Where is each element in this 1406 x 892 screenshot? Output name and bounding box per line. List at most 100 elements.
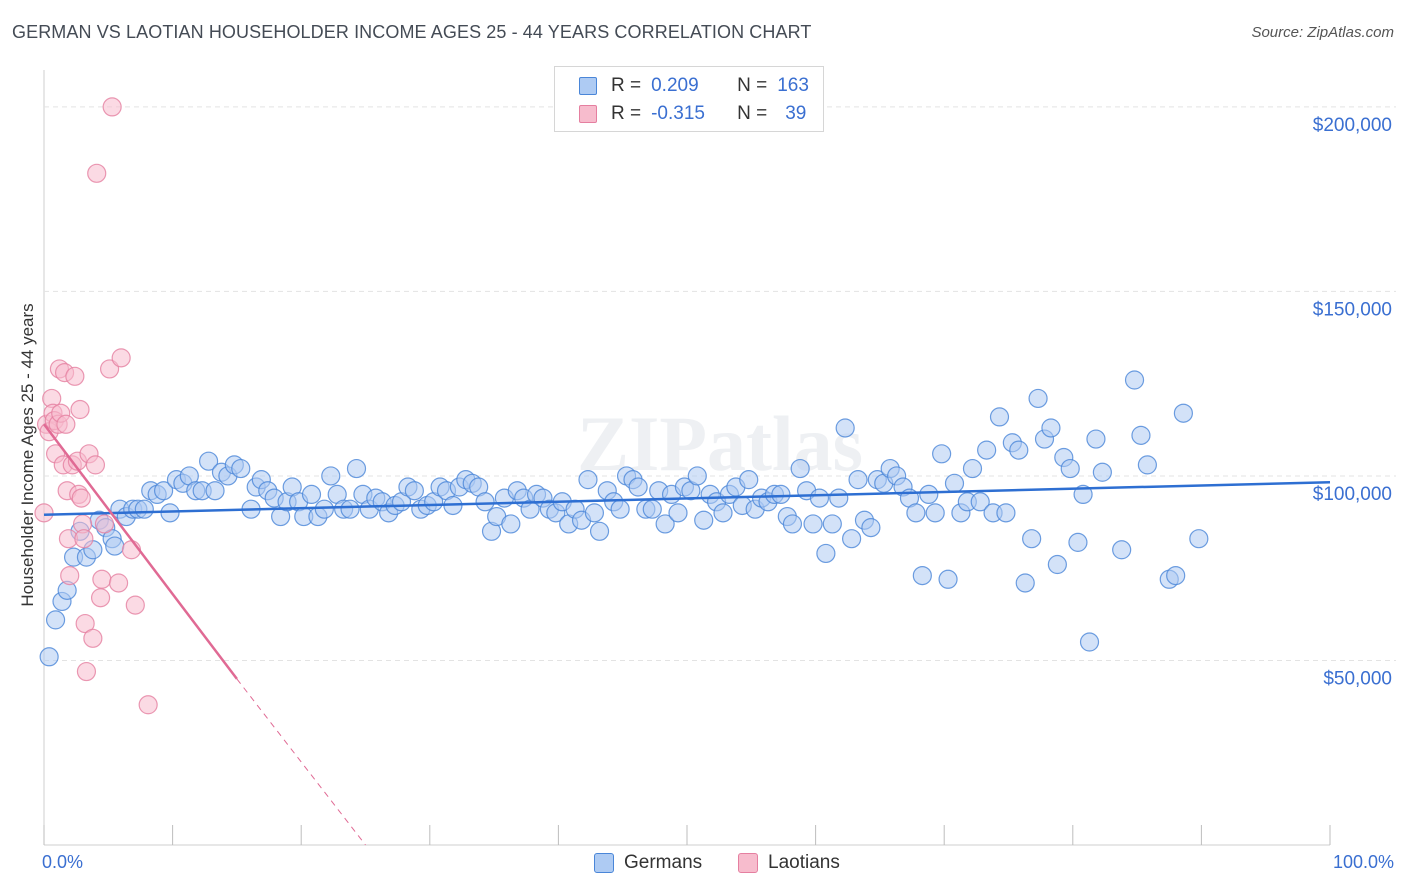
n-label: N =	[737, 103, 768, 124]
german-point	[578, 470, 598, 490]
german-point	[1015, 573, 1035, 593]
series-legend: Germans Laotians	[0, 852, 1406, 878]
legend-row-laotians: R = -0.315 N = 39	[579, 101, 806, 127]
german-point	[989, 407, 1010, 427]
german-point	[977, 440, 997, 460]
german-point	[1041, 418, 1061, 438]
laotians-legend-swatch	[738, 853, 758, 873]
german-point	[782, 514, 803, 534]
laotian-point	[75, 613, 95, 634]
laotians-trend-extension	[236, 678, 366, 846]
laotian-point	[94, 514, 115, 534]
german-point	[39, 647, 59, 667]
german-point	[842, 529, 862, 549]
laotian-point	[56, 414, 76, 434]
german-point	[321, 466, 341, 486]
german-point	[970, 492, 990, 512]
german-point	[1073, 484, 1093, 505]
stats-legend: R = 0.209 N = 163 R = -0.315 N = 39	[554, 66, 824, 132]
german-point	[584, 503, 605, 523]
german-point	[1124, 370, 1145, 390]
german-point	[906, 503, 926, 523]
laotian-point	[34, 503, 54, 523]
german-point	[475, 492, 495, 512]
r-value: 0.209	[651, 75, 699, 96]
german-point	[938, 569, 958, 589]
germans-legend-swatch	[594, 853, 614, 873]
x-tick-max: 100.0%	[1332, 852, 1394, 872]
laotians-swatch	[579, 105, 597, 123]
laotian-point	[76, 661, 97, 682]
y-tick-label: $200,000	[1313, 115, 1392, 136]
german-point	[816, 543, 836, 564]
german-point	[912, 565, 932, 586]
laotian-point	[108, 573, 129, 593]
german-point	[628, 477, 648, 497]
german-point	[1189, 529, 1209, 549]
german-point	[589, 521, 610, 541]
german-point	[199, 451, 219, 471]
german-point	[835, 418, 855, 438]
german-point	[340, 499, 360, 519]
german-point	[848, 470, 868, 490]
german-point	[1060, 458, 1080, 479]
german-point	[668, 503, 688, 523]
german-point	[687, 466, 707, 486]
german-point	[655, 514, 675, 534]
laotians-trend-line	[43, 423, 238, 680]
german-point	[314, 499, 334, 519]
german-point	[1112, 540, 1132, 560]
laotian-point	[138, 695, 158, 715]
laotians-legend-label: Laotians	[768, 852, 840, 873]
germans-swatch	[579, 77, 597, 95]
german-point	[105, 536, 125, 556]
laotian-point	[111, 348, 131, 368]
laotian-point	[70, 399, 90, 420]
laotian-point	[87, 163, 107, 183]
laotian-point	[60, 565, 80, 586]
r-label: R =	[611, 75, 642, 96]
german-point	[134, 499, 154, 519]
german-point	[404, 481, 424, 501]
y-tick-label: $50,000	[1323, 668, 1392, 689]
german-point	[1173, 403, 1193, 423]
german-point	[944, 473, 965, 493]
source-credit: Source: ZipAtlas.com	[1251, 24, 1394, 41]
chart-title: GERMAN VS LAOTIAN HOUSEHOLDER INCOME AGE…	[12, 22, 812, 42]
german-point	[231, 458, 251, 479]
german-point	[771, 484, 791, 505]
laotian-point	[85, 455, 106, 475]
n-value: 163	[777, 75, 809, 96]
german-point	[205, 481, 225, 501]
legend-row-germans: R = 0.209 N = 163	[579, 73, 809, 99]
laotian-point	[102, 97, 122, 117]
n-value: 39	[785, 103, 807, 124]
r-label: R =	[611, 103, 642, 124]
german-point	[861, 518, 881, 538]
german-point	[803, 514, 823, 534]
german-point	[829, 488, 849, 508]
legend-item-laotians[interactable]: Laotians	[738, 852, 840, 874]
german-point	[1022, 529, 1042, 549]
german-point	[301, 484, 322, 505]
german-point	[1009, 440, 1029, 460]
german-point	[1137, 455, 1157, 475]
germans-legend-label: Germans	[624, 852, 703, 873]
german-point	[1079, 632, 1100, 652]
german-point	[694, 510, 714, 530]
german-point	[153, 481, 174, 501]
german-point	[962, 458, 983, 479]
german-point	[822, 514, 842, 534]
german-point	[642, 499, 662, 519]
legend-item-germans[interactable]: Germans	[594, 852, 702, 874]
laotian-point	[99, 359, 120, 379]
german-point	[1028, 388, 1048, 409]
german-point	[996, 503, 1016, 523]
german-point	[45, 610, 66, 630]
germans-trend-line	[43, 480, 1331, 516]
x-tick-min: 0.0%	[42, 852, 84, 872]
r-value: -0.315	[651, 103, 705, 124]
german-point	[739, 470, 759, 490]
german-point	[1047, 554, 1067, 575]
